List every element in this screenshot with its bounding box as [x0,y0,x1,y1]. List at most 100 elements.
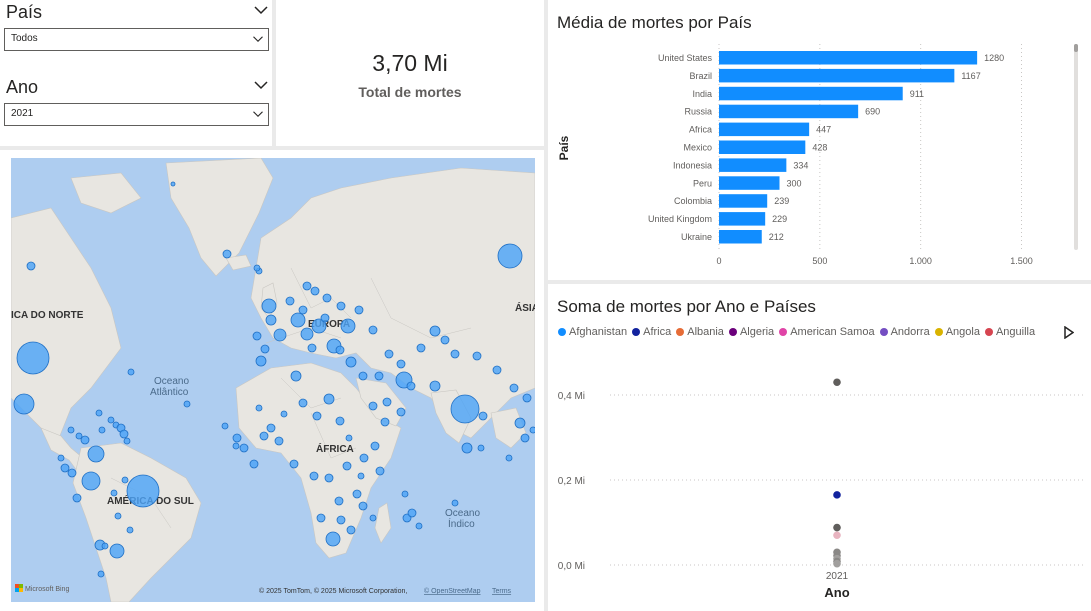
map-bubble[interactable] [298,398,308,408]
map-bubble[interactable] [260,344,270,354]
scatter-chart-visual[interactable]: Soma de mortes por Ano e Países Afghanis… [548,284,1091,611]
map-bubble[interactable] [255,355,267,367]
map-bubble[interactable] [320,313,330,323]
map-bubble[interactable] [222,249,232,259]
map-bubble[interactable] [239,443,249,453]
map-bubble[interactable] [221,422,229,430]
bar-mexico[interactable] [719,140,806,155]
map-bubble[interactable] [354,305,364,315]
map-bubble[interactable] [289,459,299,469]
map-bubble[interactable] [249,459,259,469]
map-bubble[interactable] [461,442,473,454]
year-dropdown[interactable]: 2021 [4,103,269,126]
map-bubble[interactable] [123,437,131,445]
map-bubble[interactable] [401,490,409,498]
bar-africa[interactable] [719,122,810,137]
map-bubble[interactable] [290,370,302,382]
legend-item[interactable]: Albania [676,326,724,338]
map-bubble[interactable] [359,453,369,463]
legend-next-icon[interactable] [1064,326,1074,339]
map-bubble[interactable] [95,409,103,417]
map-bubble[interactable] [370,441,380,451]
map-bubble[interactable] [374,371,384,381]
map-bubble[interactable] [450,349,460,359]
bar-ukraine[interactable] [719,230,762,244]
bar-brazil[interactable] [719,68,955,83]
map-bubble[interactable] [252,331,262,341]
map-bubble[interactable] [520,433,530,443]
bar-peru[interactable] [719,176,780,190]
map-bubble[interactable] [309,471,319,481]
map-bubble[interactable] [336,301,346,311]
legend-item[interactable]: American Samoa [779,326,875,338]
map-bubble[interactable] [497,243,523,269]
map-bubble[interactable] [368,325,378,335]
map-bubble[interactable] [416,343,426,353]
legend-item[interactable]: Algeria [728,326,774,338]
map-bubble[interactable] [80,435,90,445]
map-bubble[interactable] [266,423,276,433]
map-bubble[interactable] [450,394,480,424]
map-bubble[interactable] [170,181,176,187]
map-bubble[interactable] [346,525,356,535]
map-bubble[interactable] [109,543,125,559]
legend-item[interactable]: Afghanistan [558,326,627,338]
bar-colombia[interactable] [719,194,768,208]
map-bubble[interactable] [307,343,317,353]
map-bubble[interactable] [429,325,441,337]
scatter-point[interactable] [833,523,841,532]
map-bubble[interactable] [529,426,535,434]
map-bubble[interactable] [232,442,240,450]
map-bubble[interactable] [316,513,326,523]
map-bubble[interactable] [335,345,345,355]
legend-item[interactable]: Angola [934,326,980,338]
map-bubble[interactable] [67,426,75,434]
map-bubble[interactable] [26,261,36,271]
scatter-chart-svg[interactable]: 0,0 Mi 0,2 Mi 0,4 Mi 2021 Ano [548,284,1088,611]
map-bubble[interactable] [311,318,327,334]
map-bubble[interactable] [290,312,306,328]
map-bubble[interactable] [98,426,106,434]
map-bubble[interactable] [87,445,105,463]
scrollbar[interactable] [1074,44,1078,250]
country-slicer-collapse-icon[interactable] [253,5,269,15]
map-bubble[interactable] [253,264,261,272]
map-bubble[interactable] [407,508,417,518]
scatter-point[interactable] [833,378,841,387]
map-bubble[interactable] [57,454,65,462]
map-bubble[interactable] [261,298,277,314]
country-dropdown[interactable]: Todos [4,28,269,51]
map-bubble[interactable] [324,473,334,483]
map-bubble[interactable] [280,410,288,418]
scatter-point[interactable] [833,491,841,499]
map-bubble[interactable] [396,407,406,417]
map-bubble[interactable] [336,515,346,525]
map-bubble[interactable] [274,436,284,446]
map-bubble[interactable] [375,466,385,476]
map-bubble[interactable] [368,401,378,411]
map-bubble[interactable] [126,526,134,534]
map-bubble[interactable] [334,496,344,506]
map-bubble[interactable] [358,371,368,381]
map-bubble[interactable] [440,335,450,345]
map-bubble[interactable] [302,281,312,291]
map-bubble[interactable] [119,429,129,439]
map-bubble[interactable] [522,393,532,403]
map-bubble[interactable] [16,341,50,375]
kpi-card[interactable]: 3,70 Mi Total de mortes [276,0,544,146]
map-bubble[interactable] [259,431,269,441]
map-bubble[interactable] [325,531,341,547]
map-bubble[interactable] [472,351,482,361]
bar-indonesia[interactable] [719,158,787,172]
map-bubble[interactable] [126,474,160,508]
map-bubble[interactable] [323,393,335,405]
map-bubble[interactable] [273,328,287,342]
map-bubble[interactable] [358,501,368,511]
map-bubble[interactable] [107,416,115,424]
map-bubble[interactable] [406,381,416,391]
map-bubble[interactable] [384,349,394,359]
map-bubble[interactable] [97,570,105,578]
terms-link[interactable]: Terms [492,588,512,595]
map-bubble[interactable] [255,404,263,412]
map-bubble[interactable] [101,542,109,550]
